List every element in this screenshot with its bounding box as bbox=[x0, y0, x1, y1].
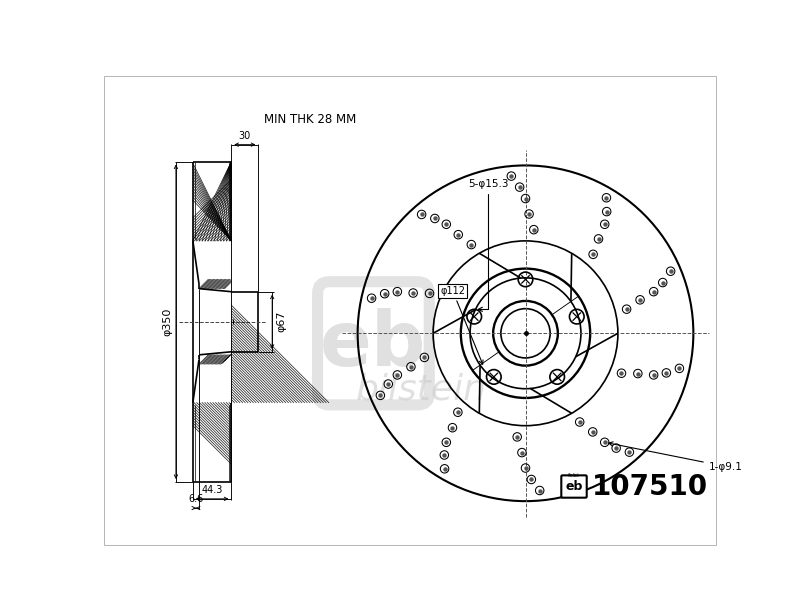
Text: 107510: 107510 bbox=[592, 472, 708, 501]
Text: febi: febi bbox=[568, 473, 580, 478]
Text: 30: 30 bbox=[238, 131, 251, 141]
Text: eb: eb bbox=[566, 480, 582, 493]
Text: φ112: φ112 bbox=[440, 286, 483, 364]
Text: 6.6: 6.6 bbox=[188, 494, 203, 504]
Text: eb: eb bbox=[320, 308, 426, 382]
Text: MIN THK 28 MM: MIN THK 28 MM bbox=[264, 113, 356, 125]
FancyBboxPatch shape bbox=[562, 475, 586, 498]
Text: φ350: φ350 bbox=[163, 308, 173, 336]
Text: 1-φ9.1: 1-φ9.1 bbox=[609, 442, 742, 472]
Text: 44.3: 44.3 bbox=[202, 485, 222, 495]
Text: bilstein: bilstein bbox=[356, 373, 487, 407]
Text: φ67: φ67 bbox=[277, 311, 286, 333]
Text: 5-φ15.3: 5-φ15.3 bbox=[468, 178, 508, 311]
